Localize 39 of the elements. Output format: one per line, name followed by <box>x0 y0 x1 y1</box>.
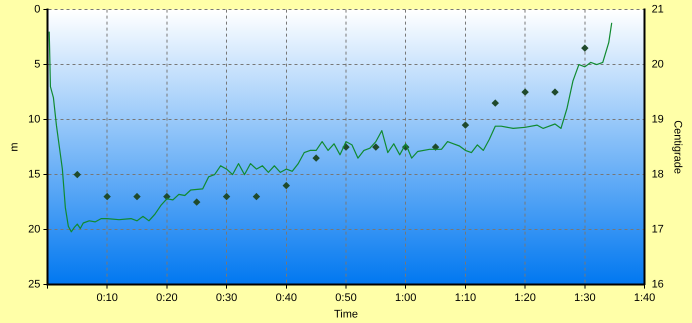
point <box>372 144 380 151</box>
x-tick-label: 1:40 <box>634 292 656 304</box>
point <box>522 88 529 96</box>
y2-tick-label: 18 <box>652 168 664 181</box>
x-tick-label: 1:30 <box>574 292 596 304</box>
x-axis-title: Time <box>334 308 358 320</box>
y2-tick-label: 16 <box>652 278 664 291</box>
point <box>104 193 111 200</box>
y-tick-label: 15 <box>28 168 40 181</box>
x-tick-label: 0:30 <box>216 292 238 304</box>
x-tick-label: 1:10 <box>454 292 476 304</box>
x-tick-label: 0:50 <box>335 292 357 304</box>
point <box>462 122 469 129</box>
point <box>551 88 558 96</box>
y-tick-label: 20 <box>28 224 40 236</box>
x-tick-label: 1:20 <box>514 292 536 304</box>
y2-tick-label: 19 <box>652 114 664 126</box>
x-tick-label: 1:00 <box>395 292 416 304</box>
x-tick-label: 0:40 <box>276 292 297 304</box>
y-tick-label: 0 <box>34 4 40 16</box>
point <box>312 154 320 162</box>
y2-tick-label: 21 <box>652 4 664 16</box>
y-tick-label: 25 <box>28 278 40 291</box>
point <box>193 198 200 206</box>
x-tick-label: 0:10 <box>96 292 118 304</box>
point <box>223 193 230 200</box>
x-tick-label: 0:20 <box>156 292 178 304</box>
y2-tick-label: 17 <box>652 224 664 236</box>
y2-tick-label: 20 <box>652 58 664 71</box>
y2-axis-title: Centigrade <box>671 120 684 174</box>
point <box>492 100 499 107</box>
point <box>282 182 290 190</box>
y-tick-label: 10 <box>28 114 40 126</box>
point <box>252 193 260 200</box>
point <box>581 44 588 52</box>
y-axis-title: m <box>8 142 21 152</box>
point <box>134 193 141 200</box>
point <box>74 171 81 178</box>
y-tick-label: 5 <box>34 58 40 71</box>
